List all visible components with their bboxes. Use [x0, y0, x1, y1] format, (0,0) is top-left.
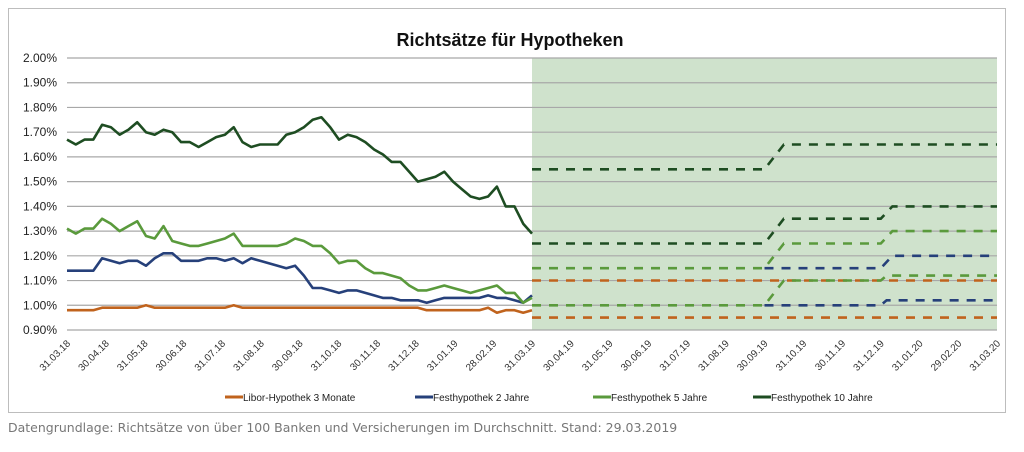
x-tick-label: 30.11.18 — [348, 338, 383, 373]
x-tick-label: 31.03.20 — [968, 338, 1004, 374]
x-tick-label: 30.06.19 — [619, 338, 655, 374]
legend-label: Festhypothek 5 Jahre — [611, 393, 708, 404]
x-tick-label: 31.08.19 — [697, 338, 733, 374]
x-tick-label: 30.06.18 — [154, 338, 190, 374]
forecast-line-festhypothek-2-jahre — [764, 298, 997, 307]
x-tick-label: 31.10.19 — [774, 338, 810, 374]
x-tick-label: 30.09.18 — [270, 338, 306, 374]
y-tick-label: 1.00% — [23, 298, 57, 312]
x-tick-label: 31.05.18 — [115, 338, 151, 374]
forecast-region — [532, 58, 997, 330]
x-tick-label: 31.05.19 — [580, 338, 616, 374]
y-tick-label: 1.10% — [23, 274, 57, 288]
source-caption: Datengrundlage: Richtsätze von über 100 … — [8, 420, 678, 435]
y-tick-label: 1.40% — [23, 199, 57, 213]
x-tick-label: 31.01.19 — [425, 338, 461, 374]
forecast-line-festhypothek-2-jahre — [764, 254, 997, 270]
y-tick-label: 0.90% — [23, 323, 57, 337]
x-tick-label: 31.03.18 — [38, 338, 74, 374]
x-tick-label: 31.07.19 — [658, 338, 694, 374]
y-tick-label: 1.80% — [23, 100, 57, 114]
x-tick-label: 30.04.19 — [542, 338, 578, 374]
series-line-festhypothek-2-jahre — [67, 252, 533, 305]
x-tick-label: 31.10.18 — [309, 338, 345, 374]
y-tick-label: 2.00% — [23, 51, 57, 65]
chart-title: Richtsätze für Hypotheken — [396, 30, 623, 50]
x-tick-label: 31.01.20 — [890, 338, 926, 374]
y-tick-label: 1.60% — [23, 150, 57, 164]
x-tick-label: 30.11.19 — [813, 338, 848, 373]
y-tick-label: 1.70% — [23, 125, 57, 139]
x-tick-label: 31.12.18 — [387, 338, 423, 374]
series-line-libor-hypothek-3-monate — [67, 303, 533, 315]
forecast-line-festhypothek-5-jahre — [532, 274, 997, 307]
x-tick-label: 31.08.18 — [232, 338, 268, 374]
y-tick-label: 1.30% — [23, 224, 57, 238]
x-tick-label: 29.02.20 — [929, 338, 965, 374]
x-tick-label: 31.03.19 — [503, 338, 539, 374]
x-tick-label: 30.04.18 — [77, 338, 113, 374]
chart-frame — [8, 8, 1006, 413]
x-tick-label: 30.09.19 — [735, 338, 771, 374]
series-line-festhypothek-5-jahre — [66, 217, 533, 305]
legend-label: Libor-Hypothek 3 Monate — [243, 393, 356, 404]
legend-label: Festhypothek 10 Jahre — [771, 393, 873, 404]
series-line-festhypothek-10-jahre — [66, 116, 533, 235]
x-tick-label: 31.12.19 — [852, 338, 888, 374]
y-tick-label: 1.20% — [23, 249, 57, 263]
forecast-line-festhypothek-10-jahre — [532, 205, 997, 245]
x-tick-label: 31.07.18 — [193, 338, 229, 374]
forecast-line-festhypothek-5-jahre — [532, 229, 997, 270]
x-tick-label: 28.02.19 — [464, 338, 500, 374]
y-tick-label: 1.90% — [23, 76, 57, 90]
legend-label: Festhypothek 2 Jahre — [433, 393, 530, 404]
y-tick-label: 1.50% — [23, 175, 57, 189]
